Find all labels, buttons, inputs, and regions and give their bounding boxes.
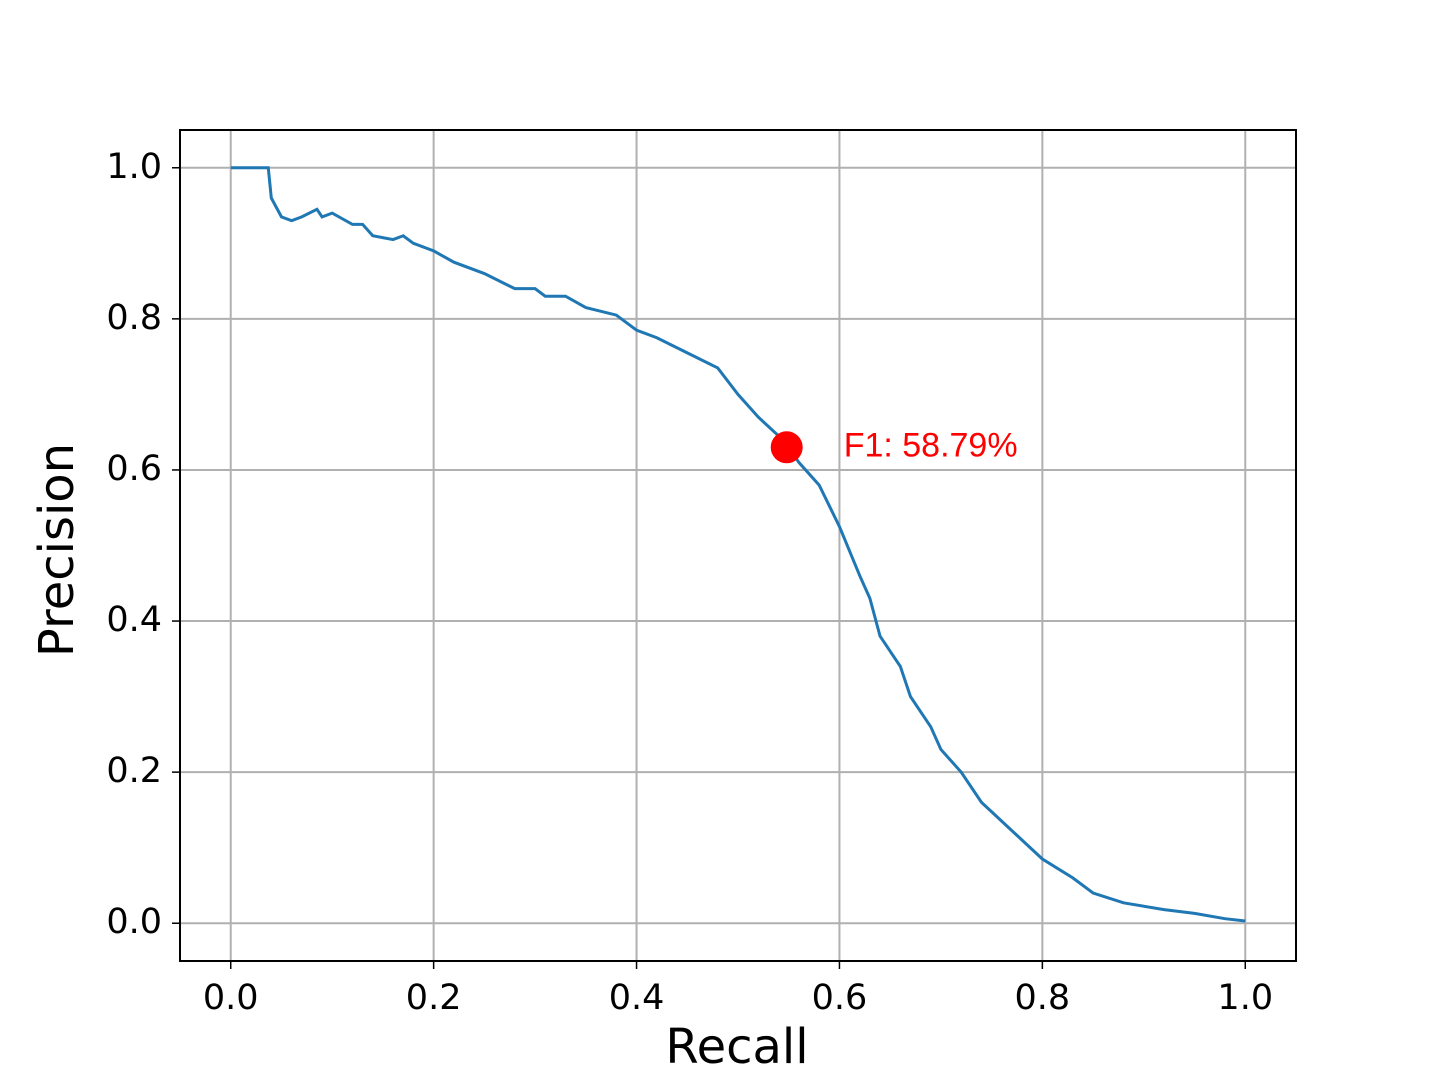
line-series <box>230 166 1246 923</box>
y-tick-label: 1.0 <box>106 147 162 187</box>
annotation: F1: 58.79% <box>844 426 1018 464</box>
x-tick-label: 1.0 <box>1217 978 1273 1018</box>
x-tick-label: 0.0 <box>203 978 259 1018</box>
x-tick-label: 0.4 <box>609 978 665 1018</box>
y-tick-label: 0.4 <box>106 600 162 640</box>
x-axis-label: Recall <box>665 1019 808 1075</box>
y-tick-label: 0.6 <box>106 449 162 489</box>
plot-frame <box>179 129 1297 962</box>
x-tick-label: 0.6 <box>812 978 868 1018</box>
y-tick-label: 0.2 <box>106 751 162 791</box>
f1-point <box>770 431 803 464</box>
y-tick-label: 0.0 <box>106 902 162 942</box>
x-tick-label: 0.8 <box>1015 978 1071 1018</box>
y-axis-label: Precision <box>29 443 85 657</box>
y-tick-label: 0.8 <box>106 298 162 338</box>
x-tick-label: 0.2 <box>406 978 462 1018</box>
